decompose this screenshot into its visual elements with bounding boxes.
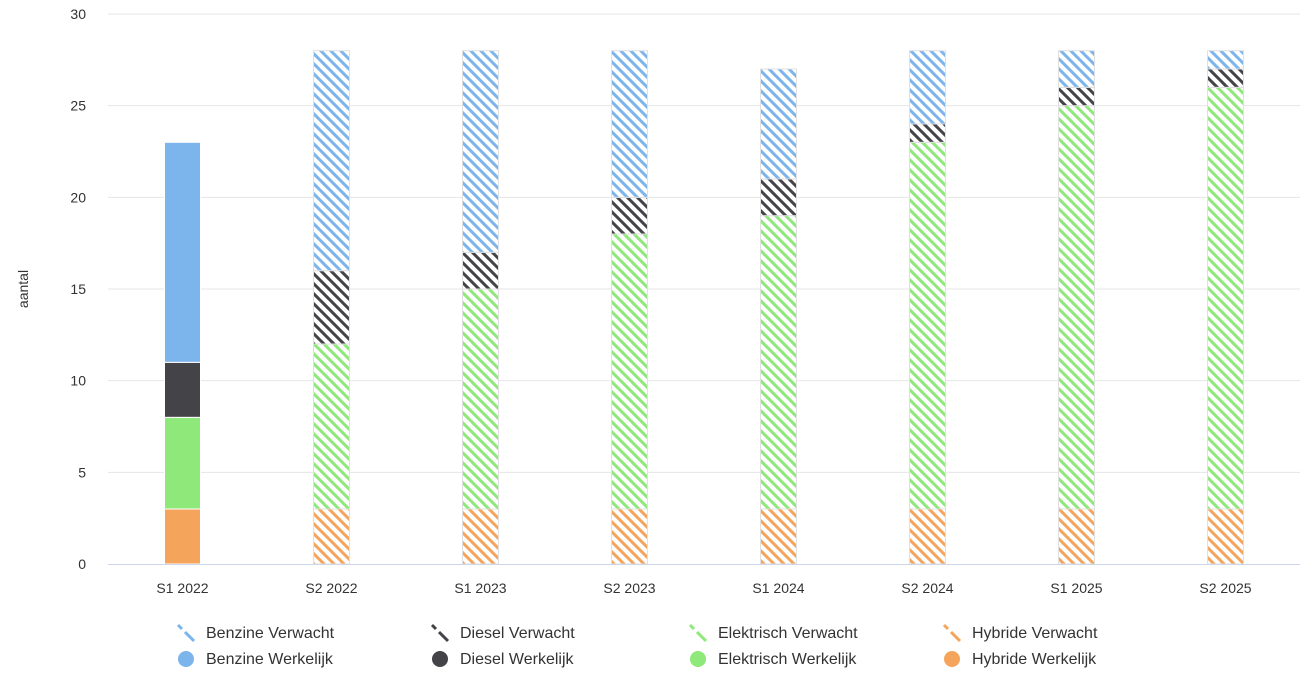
y-axis-title: aantal (15, 270, 31, 308)
bar-diesel-verwacht-s2-2022[interactable] (313, 270, 350, 345)
x-tick-label: S1 2023 (454, 580, 506, 596)
bar-elektrisch-verwacht-s2-2022[interactable] (313, 343, 350, 510)
bar-benzine-verwacht-s1-2023[interactable] (462, 50, 499, 253)
x-tick-label: S1 2024 (752, 580, 804, 596)
bar-diesel-verwacht-s1-2023[interactable] (462, 251, 499, 290)
legend-dot-symbol (690, 651, 706, 667)
bar-elektrisch-verwacht-s2-2024[interactable] (909, 141, 946, 510)
legend-item-hybride-werkelijk[interactable]: Hybride Werkelijk (944, 651, 1097, 668)
legend-label: Elektrisch Verwacht (718, 625, 858, 642)
y-tick-label: 5 (78, 464, 86, 480)
legend-hatch-symbol (430, 623, 450, 643)
legend-label: Elektrisch Werkelijk (718, 651, 857, 668)
bar-elektrisch-werkelijk-s1-2022[interactable] (164, 416, 201, 510)
bar-diesel-verwacht-s2-2024[interactable] (909, 123, 946, 143)
legend-dot-symbol (944, 651, 960, 667)
bar-hybride-verwacht-s1-2023[interactable] (462, 508, 499, 565)
bar-elektrisch-verwacht-s1-2025[interactable] (1058, 105, 1095, 510)
legend-hatch-symbol (176, 623, 196, 643)
legend-item-elektrisch-verwacht[interactable]: Elektrisch Verwacht (688, 623, 858, 643)
y-tick-label: 25 (70, 98, 86, 114)
legend-item-diesel-verwacht[interactable]: Diesel Verwacht (430, 623, 575, 643)
bar-diesel-verwacht-s1-2025[interactable] (1058, 86, 1095, 107)
legend-label: Diesel Verwacht (460, 625, 575, 642)
x-tick-label: S1 2025 (1050, 580, 1102, 596)
legend-label: Hybride Verwacht (972, 625, 1098, 642)
bar-hybride-verwacht-s2-2023[interactable] (611, 508, 648, 565)
bar-benzine-verwacht-s2-2024[interactable] (909, 50, 946, 125)
legend-item-elektrisch-werkelijk[interactable]: Elektrisch Werkelijk (690, 651, 857, 668)
bar-elektrisch-verwacht-s2-2025[interactable] (1207, 86, 1244, 510)
legend-item-hybride-verwacht[interactable]: Hybride Verwacht (942, 623, 1098, 643)
y-tick-label: 0 (78, 556, 86, 572)
bar-diesel-verwacht-s1-2024[interactable] (760, 178, 797, 217)
bar-elektrisch-verwacht-s1-2023[interactable] (462, 288, 499, 510)
legend: Benzine Verwacht Diesel Verwacht Elektrisc… (176, 623, 1098, 668)
bar-hybride-verwacht-s1-2025[interactable] (1058, 508, 1095, 565)
bar-hybride-verwacht-s2-2024[interactable] (909, 508, 946, 565)
bar-benzine-werkelijk-s1-2022[interactable] (164, 141, 201, 363)
bar-benzine-verwacht-s2-2025[interactable] (1207, 50, 1244, 70)
bar-elektrisch-verwacht-s2-2023[interactable] (611, 233, 648, 510)
bar-diesel-verwacht-s2-2025[interactable] (1207, 68, 1244, 88)
bar-benzine-verwacht-s2-2022[interactable] (313, 50, 350, 272)
x-tick-label: S2 2025 (1199, 580, 1251, 596)
x-tick-label: S1 2022 (156, 580, 208, 596)
bar-hybride-verwacht-s2-2025[interactable] (1207, 508, 1244, 565)
y-tick-label: 15 (70, 281, 86, 297)
bar-hybride-verwacht-s1-2024[interactable] (760, 508, 797, 565)
legend-dot-symbol (432, 651, 448, 667)
grid-lines (108, 13, 1300, 473)
bars (164, 50, 1244, 565)
legend-item-diesel-werkelijk[interactable]: Diesel Werkelijk (432, 651, 575, 668)
y-tick-label: 30 (70, 6, 86, 22)
x-axis: S1 2022 S2 2022 S1 2023 S2 2023 S1 2024 S2 20… (108, 564, 1300, 596)
x-tick-label: S2 2023 (603, 580, 655, 596)
bar-benzine-verwacht-s2-2023[interactable] (611, 50, 648, 198)
legend-label: Benzine Verwacht (206, 625, 335, 642)
bar-hybride-verwacht-s2-2022[interactable] (313, 508, 350, 565)
legend-item-benzine-werkelijk[interactable]: Benzine Werkelijk (178, 651, 334, 668)
bar-diesel-verwacht-s2-2023[interactable] (611, 196, 648, 235)
legend-label: Hybride Werkelijk (972, 651, 1097, 668)
x-tick-label: S2 2022 (305, 580, 357, 596)
legend-dot-symbol (178, 651, 194, 667)
legend-label: Diesel Werkelijk (460, 651, 575, 668)
bar-elektrisch-verwacht-s1-2024[interactable] (760, 215, 797, 510)
legend-label: Benzine Werkelijk (206, 651, 334, 668)
bar-diesel-werkelijk-s1-2022[interactable] (164, 361, 201, 418)
bar-benzine-verwacht-s1-2025[interactable] (1058, 50, 1095, 88)
y-axis-ticks: 0 5 10 15 20 25 30 (70, 6, 86, 572)
legend-hatch-symbol (942, 623, 962, 643)
bar-benzine-verwacht-s1-2024[interactable] (760, 68, 797, 180)
legend-hatch-symbol (688, 623, 708, 643)
x-tick-label: S2 2024 (901, 580, 953, 596)
y-tick-label: 20 (70, 189, 86, 205)
bar-hybride-werkelijk-s1-2022[interactable] (164, 508, 201, 565)
y-tick-label: 10 (70, 373, 86, 389)
legend-item-benzine-verwacht[interactable]: Benzine Verwacht (176, 623, 335, 643)
